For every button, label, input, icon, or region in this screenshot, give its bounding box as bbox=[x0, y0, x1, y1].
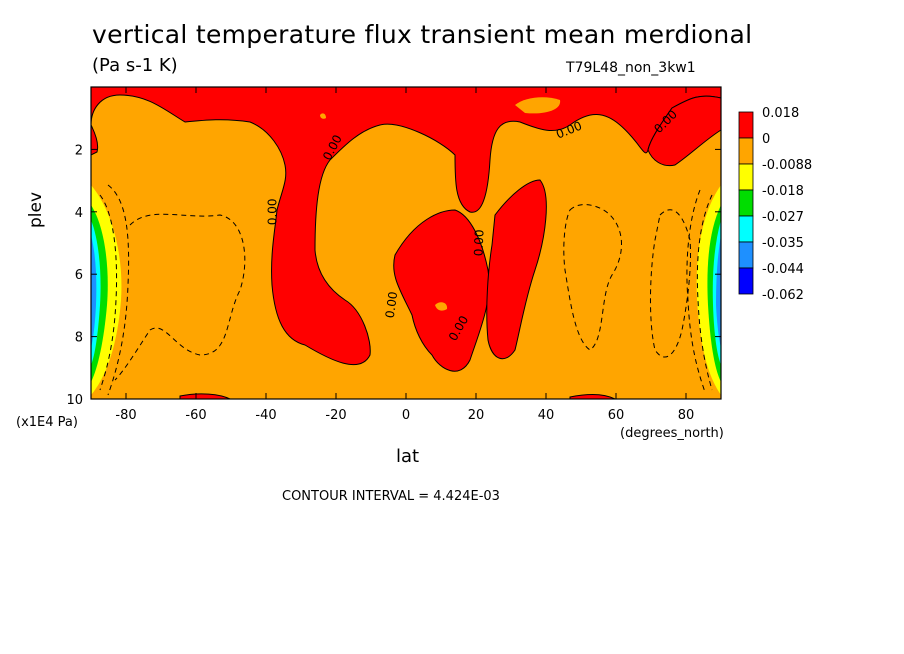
contour-field bbox=[90, 86, 722, 400]
chart-title: vertical temperature flux transient mean… bbox=[92, 20, 753, 49]
y-tick-label: 2 bbox=[75, 143, 83, 158]
legend-level-label: -0.044 bbox=[762, 262, 804, 277]
x-tick-label: -80 bbox=[115, 408, 136, 423]
legend-level-label: 0.018 bbox=[762, 106, 799, 121]
x-tick-label: 80 bbox=[678, 408, 695, 423]
legend-level-label: -0.027 bbox=[762, 210, 804, 225]
dashed-contour bbox=[686, 189, 706, 393]
y-tick-label: 8 bbox=[75, 331, 83, 346]
legend-level-label: -0.062 bbox=[762, 288, 804, 303]
legend-swatch bbox=[738, 189, 754, 217]
run-label: T79L48_non_3kw1 bbox=[566, 60, 696, 76]
legend-swatch bbox=[738, 137, 754, 165]
legend-swatch bbox=[738, 215, 754, 243]
legend-level-label: -0.0088 bbox=[762, 158, 812, 173]
negative-pocket bbox=[515, 97, 561, 114]
x-tick-label: 40 bbox=[538, 408, 555, 423]
x-axis-ticks: -80 -60 -40 -20 0 20 40 60 80 bbox=[115, 87, 694, 423]
x-axis-units: (degrees_north) bbox=[620, 426, 724, 441]
dashed-contour bbox=[649, 209, 692, 358]
legend-level-label: 0 bbox=[762, 132, 770, 147]
y-tick-label: 10 bbox=[66, 393, 83, 408]
dashed-contour bbox=[563, 204, 622, 351]
negative-pocket bbox=[320, 113, 326, 119]
legend-swatch bbox=[738, 163, 754, 191]
legend-swatch bbox=[738, 241, 754, 269]
x-tick-label: -20 bbox=[325, 408, 346, 423]
contour-label: 0.00 bbox=[383, 291, 401, 319]
contour-label: 0.00 bbox=[472, 229, 487, 256]
x-tick-label: 0 bbox=[402, 408, 410, 423]
positive-region bbox=[90, 86, 722, 365]
x-tick-label: 20 bbox=[468, 408, 485, 423]
negative-pocket bbox=[435, 302, 448, 311]
y-axis-ticks: 2 4 6 8 10 bbox=[66, 143, 721, 408]
legend-level-label: -0.018 bbox=[762, 184, 804, 199]
positive-region bbox=[90, 124, 99, 156]
legend-swatch bbox=[738, 111, 754, 139]
x-tick-label: 60 bbox=[608, 408, 625, 423]
contour-lines bbox=[99, 184, 713, 396]
x-axis-label: lat bbox=[396, 446, 420, 467]
chart-units: (Pa s-1 K) bbox=[92, 55, 178, 76]
legend-swatch bbox=[738, 267, 754, 295]
contour-label: 0.00 bbox=[266, 198, 280, 225]
color-legend: 0.018 0 -0.0088 -0.018 -0.027 -0.035 -0.044 -0.… bbox=[738, 106, 812, 303]
positive-region bbox=[486, 179, 547, 360]
dashed-contour bbox=[114, 213, 246, 381]
positive-region bbox=[393, 209, 490, 372]
x-tick-label: -40 bbox=[255, 408, 276, 423]
dashed-contour bbox=[107, 184, 130, 396]
y-tick-label: 4 bbox=[75, 206, 83, 221]
x-tick-label: -60 bbox=[185, 408, 206, 423]
edge-band-south bbox=[91, 235, 97, 348]
y-axis-units: (x1E4 Pa) bbox=[16, 415, 78, 430]
edge-band-north bbox=[716, 235, 721, 348]
dashed-contour bbox=[696, 194, 713, 391]
legend-level-label: -0.035 bbox=[762, 236, 804, 251]
contour-interval: CONTOUR INTERVAL = 4.424E-03 bbox=[282, 489, 500, 504]
y-tick-label: 6 bbox=[75, 268, 83, 283]
